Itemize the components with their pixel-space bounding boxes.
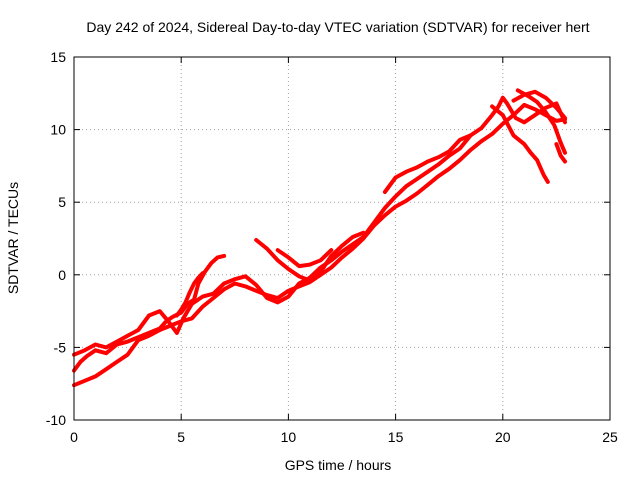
series-line-trace-d — [174, 271, 205, 318]
x-tick-label: 25 — [602, 429, 618, 445]
series-line-trace-e — [254, 230, 366, 283]
y-tick-label: -10 — [46, 412, 66, 428]
y-axis-title: SDTVAR / TECUs — [5, 182, 21, 294]
y-tick-label: 5 — [58, 194, 66, 210]
x-tick-label: 15 — [388, 429, 404, 445]
x-axis-title: GPS time / hours — [285, 457, 392, 473]
series-line-trace-j — [511, 89, 567, 120]
y-tick-label: 15 — [50, 49, 66, 65]
series-layer — [72, 88, 567, 388]
x-tick-label: 0 — [70, 429, 78, 445]
plot-frame — [73, 56, 611, 421]
series-line-trace-h — [490, 104, 550, 184]
chart-title: Day 242 of 2024, Sidereal Day-to-day VTE… — [86, 19, 589, 35]
axis-ticks: 0 5 10 15 20 25 -10 -5 0 5 10 15 — [46, 49, 618, 445]
x-tick-label: 20 — [495, 429, 511, 445]
grid-lines — [74, 57, 610, 420]
series-line-trace-f — [275, 248, 334, 269]
y-tick-label: 10 — [50, 122, 66, 138]
x-tick-label: 10 — [281, 429, 297, 445]
x-tick-label: 5 — [177, 429, 185, 445]
y-tick-label: 0 — [58, 267, 66, 283]
series-line-trace-b — [72, 102, 567, 388]
series-line-trace-g — [382, 133, 473, 194]
series-line-trace-k — [554, 142, 567, 164]
y-tick-label: -5 — [54, 339, 67, 355]
series-line-trace-i — [515, 88, 567, 155]
